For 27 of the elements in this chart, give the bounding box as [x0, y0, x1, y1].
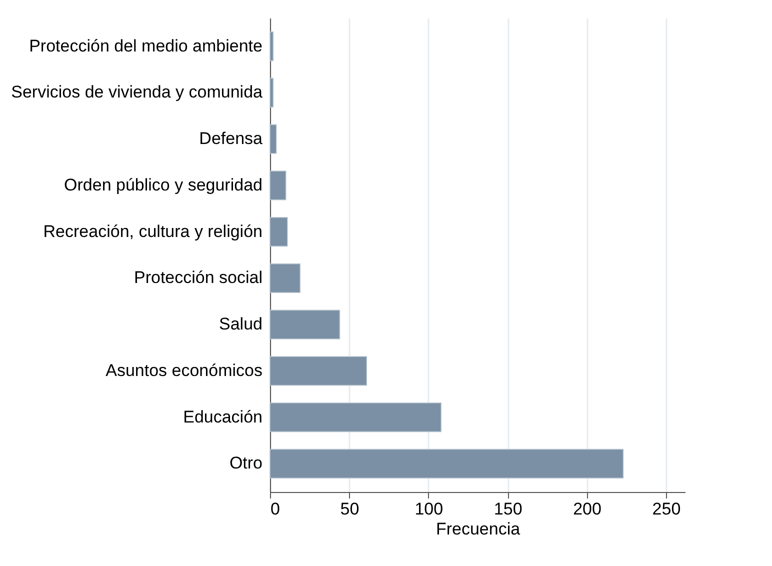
bar [270, 448, 624, 478]
x-axis-title: Frecuencia [436, 520, 521, 538]
y-tick-label: Otro [229, 454, 262, 473]
bar [270, 124, 277, 154]
bar [270, 78, 274, 108]
y-tick-label: Educación [183, 407, 262, 426]
x-tick-label: 250 [652, 500, 681, 518]
y-tick-label: Asuntos económicos [106, 360, 262, 380]
bar [270, 263, 300, 293]
bar [270, 32, 274, 62]
x-tick-label: 150 [494, 500, 522, 518]
y-tick-label: Protección del medio ambiente [29, 36, 262, 56]
bar [270, 217, 288, 247]
x-tick-label: 0 [270, 500, 280, 518]
y-tick-label: Defensa [199, 129, 264, 148]
bar [270, 402, 442, 432]
y-tick-label: Salud [219, 314, 262, 334]
bar [270, 170, 286, 200]
x-tick-label: 50 [340, 500, 360, 518]
y-tick-label: Servicios de vivienda y comunida [11, 82, 264, 102]
y-tick-label: Orden público y seguridad [64, 175, 262, 194]
y-tick-label: Recreación, cultura y religión [43, 222, 262, 241]
x-tick-label: 200 [573, 500, 602, 518]
bar [270, 356, 368, 386]
x-tick-label: 100 [414, 500, 444, 518]
y-tick-label: Protección social [134, 268, 262, 288]
bar [270, 310, 340, 340]
